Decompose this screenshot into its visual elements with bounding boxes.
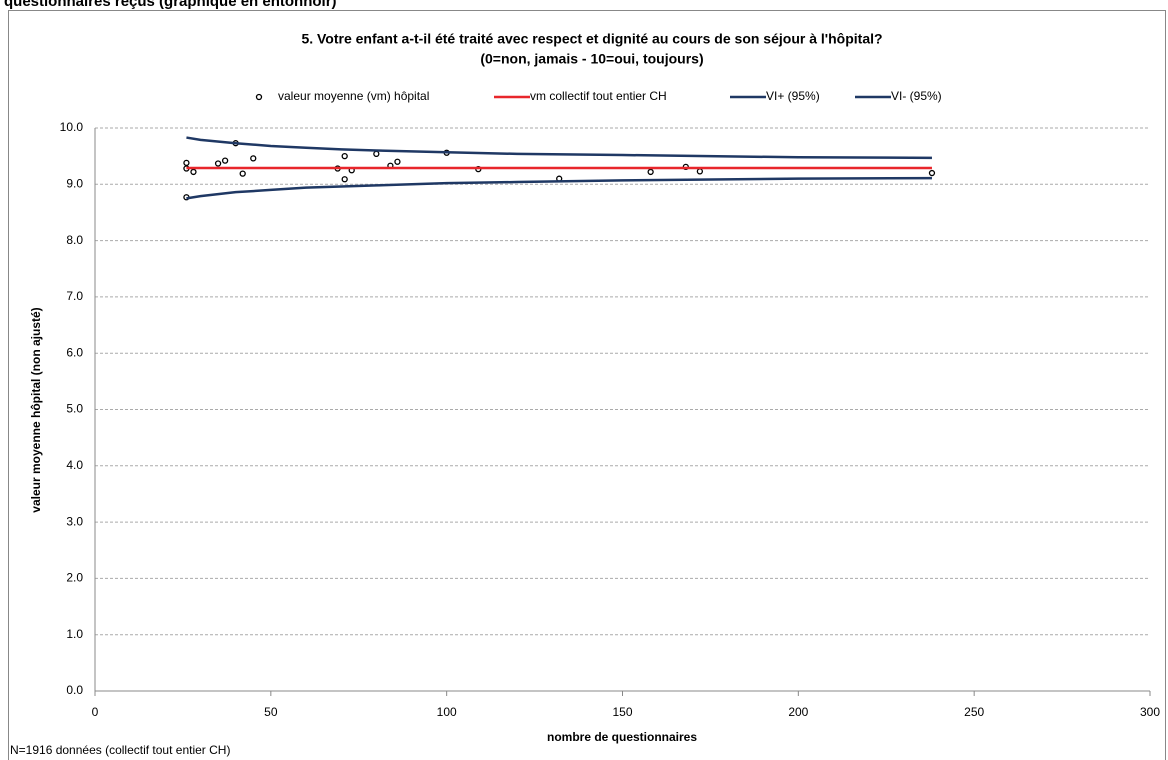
x-tick-label: 100 xyxy=(437,705,457,719)
point xyxy=(373,150,380,158)
point xyxy=(221,157,229,164)
y-tick-label: 10.0 xyxy=(60,120,84,134)
point xyxy=(696,168,704,175)
y-tick-label: 2.0 xyxy=(66,571,83,585)
y-tick-label: 0.0 xyxy=(66,683,83,697)
y-tick-label: 6.0 xyxy=(66,345,83,359)
legend-label: VI- (95%) xyxy=(891,89,942,103)
y-tick-label: 5.0 xyxy=(66,402,83,416)
point xyxy=(341,152,348,160)
y-tick-label: 4.0 xyxy=(66,458,83,472)
point xyxy=(250,155,257,162)
chart-frame xyxy=(8,10,1166,760)
point xyxy=(394,158,401,165)
y-tick-label: 7.0 xyxy=(66,289,83,303)
legend-swatch xyxy=(255,93,263,101)
x-tick-label: 250 xyxy=(964,705,984,719)
legend-label: valeur moyenne (vm) hôpital xyxy=(278,89,429,103)
line xyxy=(186,176,932,200)
point xyxy=(190,168,197,176)
point xyxy=(928,169,936,177)
chart-subtitle: (0=non, jamais - 10=oui, toujours) xyxy=(480,51,703,67)
x-tick-label: 0 xyxy=(92,705,99,719)
footnote: N=1916 données (collectif tout entier CH… xyxy=(10,743,230,757)
x-tick-label: 50 xyxy=(264,705,278,719)
line xyxy=(186,136,932,160)
point xyxy=(647,168,654,176)
y-tick-label: 3.0 xyxy=(66,514,83,528)
y-tick-label: 9.0 xyxy=(66,176,83,190)
legend-label: vm collectif tout entier CH xyxy=(530,89,667,103)
x-tick-label: 150 xyxy=(612,705,632,719)
legend-label: VI+ (95%) xyxy=(766,89,820,103)
heading: questionnaires reçus (graphique en enton… xyxy=(4,0,337,10)
x-tick-label: 300 xyxy=(1140,705,1160,719)
point xyxy=(214,160,222,167)
chart-title: 5. Votre enfant a-t-il été traité avec r… xyxy=(301,31,882,47)
y-tick-label: 8.0 xyxy=(66,233,83,247)
y-axis-title: valeur moyenne hôpital (non ajusté) xyxy=(29,307,43,512)
x-tick-label: 200 xyxy=(788,705,808,719)
point xyxy=(183,159,190,167)
y-tick-label: 1.0 xyxy=(66,627,83,641)
point xyxy=(239,170,246,177)
x-axis-title: nombre de questionnaires xyxy=(547,730,697,744)
point xyxy=(341,176,348,183)
